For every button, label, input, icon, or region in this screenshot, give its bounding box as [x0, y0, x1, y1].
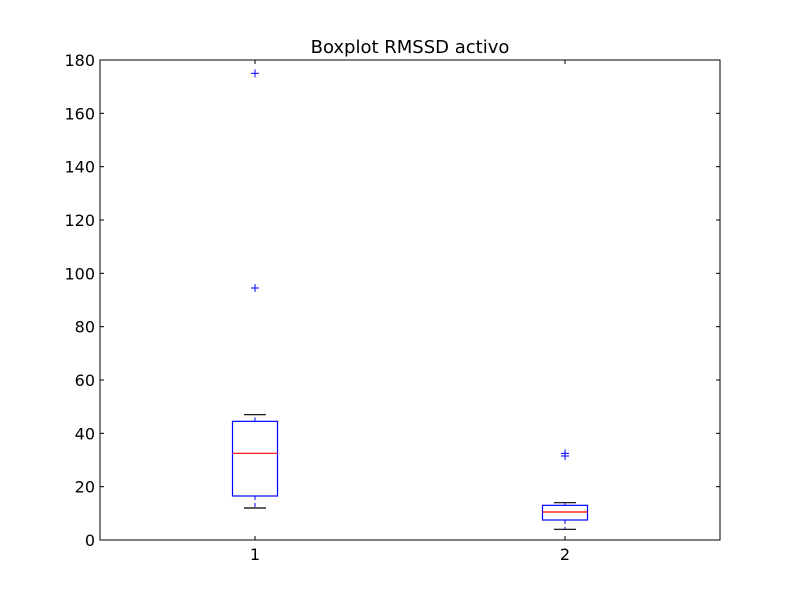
x-tick-label: 2	[560, 545, 570, 564]
x-tick-label: 1	[250, 545, 260, 564]
y-tick-label: 180	[64, 51, 95, 70]
y-tick-label: 160	[64, 104, 95, 123]
box-iqr	[541, 504, 589, 521]
chart-title: Boxplot RMSSD activo	[311, 37, 510, 58]
plot-frame	[99, 59, 721, 541]
y-tick-label: 0	[85, 531, 95, 550]
y-tick-label: 100	[64, 264, 95, 283]
y-tick-label: 60	[75, 371, 95, 390]
y-tick-label: 40	[75, 424, 95, 443]
y-tick-label: 140	[64, 158, 95, 177]
y-tick-label: 80	[75, 318, 95, 337]
box-iqr	[231, 420, 279, 497]
y-tick-label: 20	[75, 478, 95, 497]
y-tick-label: 120	[64, 211, 95, 230]
